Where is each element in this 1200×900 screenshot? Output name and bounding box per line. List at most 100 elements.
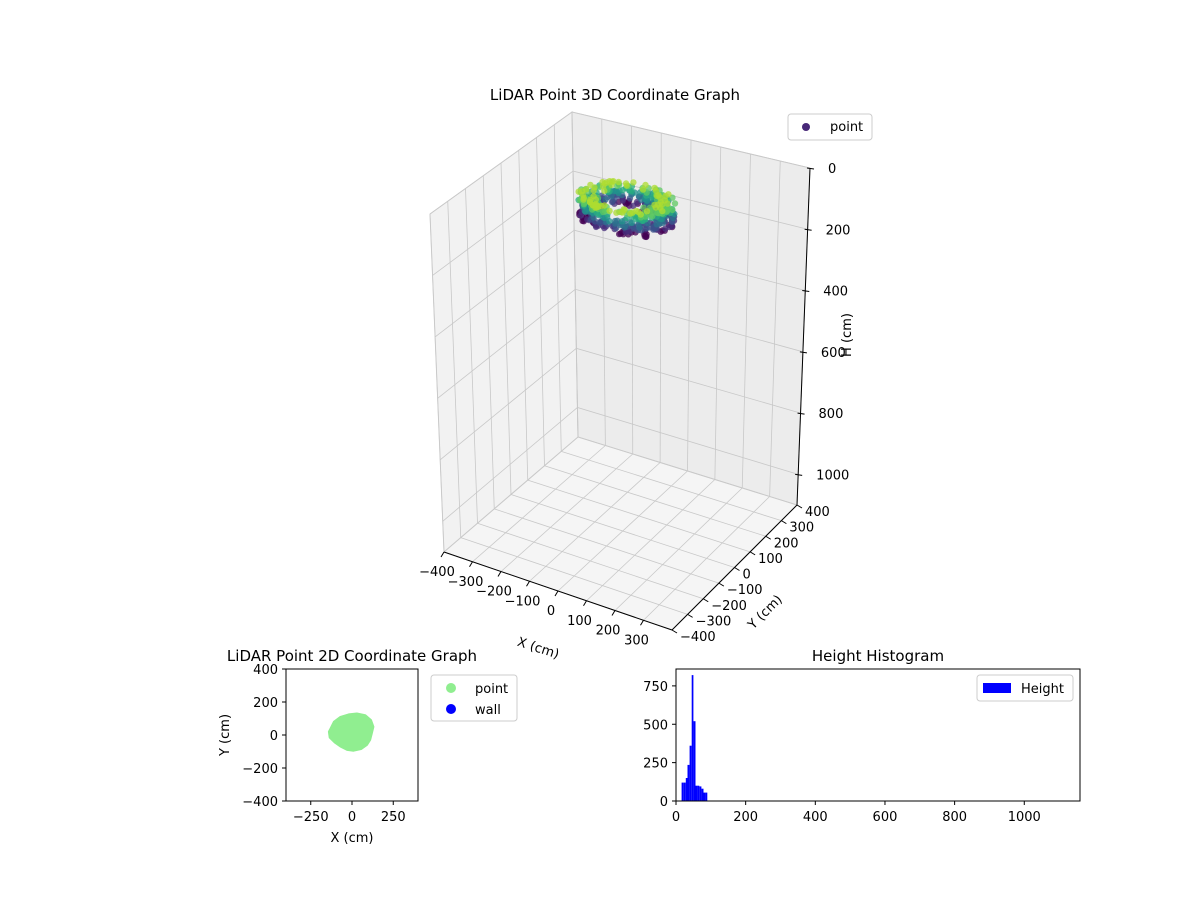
cloud-point-3d [633, 207, 640, 215]
x-tick-label-3d: −200 [476, 585, 512, 600]
y-tick-3d [702, 598, 709, 603]
grid-line-floor-y [561, 450, 782, 522]
histogram-bar [699, 786, 702, 801]
z-tick-3d [802, 290, 810, 293]
x-tick-3d [526, 580, 530, 587]
z-axis-line [796, 167, 811, 506]
cloud-point-3d [630, 202, 637, 209]
y-tick-label-2d: −400 [242, 795, 278, 810]
legend-2d: point wall [430, 674, 518, 722]
cloud-point-3d [587, 181, 594, 189]
x-tick-label-3d: 300 [624, 633, 649, 648]
grid-line-height [434, 229, 806, 338]
cloud-point-3d [583, 186, 590, 193]
cloud-point-3d [662, 225, 669, 232]
y-tick-3d [718, 582, 725, 587]
chart-3d-title: LiDAR Point 3D Coordinate Graph [490, 86, 740, 104]
cloud-point-3d [608, 178, 616, 185]
x-tick-label-histogram: 800 [942, 810, 967, 825]
histogram-bar [683, 782, 686, 801]
histogram-bar [703, 792, 706, 801]
cloud-point-3d [623, 182, 630, 189]
x-tick-3d [440, 551, 445, 558]
y-axis-label-2d: Y (cm) [218, 714, 233, 757]
y-tick-3d [765, 535, 772, 540]
cloud-point-3d [671, 200, 679, 207]
y-tick-label-3d: −400 [680, 630, 716, 645]
y-tick-label-histogram: 250 [643, 757, 668, 772]
y-tick-3d [796, 504, 803, 509]
y-tick-label-histogram: 500 [643, 718, 668, 733]
cloud-point-3d [577, 212, 584, 219]
y-tick-label-3d: −200 [711, 599, 747, 614]
z-tick-label-3d: 800 [819, 407, 844, 422]
legend-histogram-label: Height [1021, 682, 1064, 697]
legend-2d-wall-marker [446, 704, 456, 714]
y-tick-label-3d: 200 [774, 536, 799, 551]
z-tick-label-3d: 200 [826, 223, 851, 238]
grid-line-height [437, 288, 804, 399]
x-tick-label-2d: 0 [348, 810, 356, 825]
grid-line-left-pane [518, 150, 529, 481]
chart-histogram: Height Histogram 0 200 400 600 800 1000 0 250 50… [643, 647, 1081, 825]
grid-line-left-pane [429, 213, 445, 553]
ticks-2d: −250 0 250 400 200 0 −200 −400 [242, 663, 405, 825]
x-tick-label-histogram: 0 [672, 810, 680, 825]
grid-line-floor-x [614, 487, 743, 611]
x-tick-3d [554, 590, 559, 597]
y-tick-label-3d: 0 [743, 568, 751, 583]
x-tick-label-3d: −400 [419, 565, 455, 580]
y-tick-3d [687, 613, 693, 618]
histogram-bar [701, 788, 704, 801]
legend-3d-point-marker [802, 123, 810, 131]
x-tick-label-histogram: 600 [873, 810, 898, 825]
histogram-bar [693, 721, 696, 801]
x-tick-3d [640, 619, 644, 626]
cloud-point-3d [575, 188, 582, 195]
point-cloud-3d [575, 178, 679, 241]
grid-line-back-pane [714, 146, 722, 480]
grid-line-floor-y [527, 479, 751, 553]
cloud-point-3d [590, 187, 597, 194]
x-tick-label-3d: 100 [567, 614, 592, 629]
grid-line-left-pane [465, 188, 478, 524]
x-tick-label-3d: 200 [596, 624, 621, 639]
point-cloud-2d-shape [327, 712, 375, 752]
x-tick-label-3d: 0 [547, 604, 555, 619]
x-tick-label-histogram: 1000 [1008, 810, 1041, 825]
y-tick-label-3d: −100 [727, 583, 763, 598]
legend-3d-point-label: point [830, 120, 863, 135]
x-tick-label-3d: −300 [448, 575, 484, 590]
grid-line-left-pane [571, 111, 579, 438]
grid-line-height [432, 170, 808, 276]
x-tick-label-histogram: 400 [803, 810, 828, 825]
z-tick-3d [797, 412, 805, 415]
histogram-bar [689, 745, 692, 801]
grid-line-floor-y [510, 494, 735, 568]
grid-line-floor-x [643, 496, 770, 621]
cloud-point-3d [643, 208, 651, 215]
cloud-point-3d [643, 224, 650, 232]
ticks-histogram: 0 200 400 600 800 1000 0 250 500 750 [643, 680, 1041, 825]
x-axis-label-2d: X (cm) [331, 831, 374, 846]
legend-2d-point-label: point [475, 682, 508, 697]
y-tick-3d [734, 567, 740, 571]
legend-3d: point [787, 113, 873, 141]
z-tick-label-3d: 400 [823, 285, 848, 300]
y-tick-label-2d: 200 [253, 696, 278, 711]
y-tick-label-2d: −200 [242, 762, 278, 777]
y-tick-3d [749, 551, 756, 556]
x-tick-label-3d: −100 [505, 594, 541, 609]
cloud-point-3d [586, 199, 594, 206]
y-tick-label-histogram: 0 [660, 795, 668, 810]
y-tick-label-3d: 100 [758, 552, 783, 567]
x-tick-3d [469, 561, 473, 568]
grid-line-height [442, 407, 799, 522]
cloud-point-3d [613, 209, 620, 216]
histogram-bars [681, 675, 708, 801]
grid-line-height [429, 111, 811, 215]
cloud-point-3d [592, 200, 599, 208]
y-tick-label-3d: 400 [805, 505, 830, 520]
z-tick-3d [804, 228, 812, 231]
cloud-point-3d [665, 191, 672, 198]
